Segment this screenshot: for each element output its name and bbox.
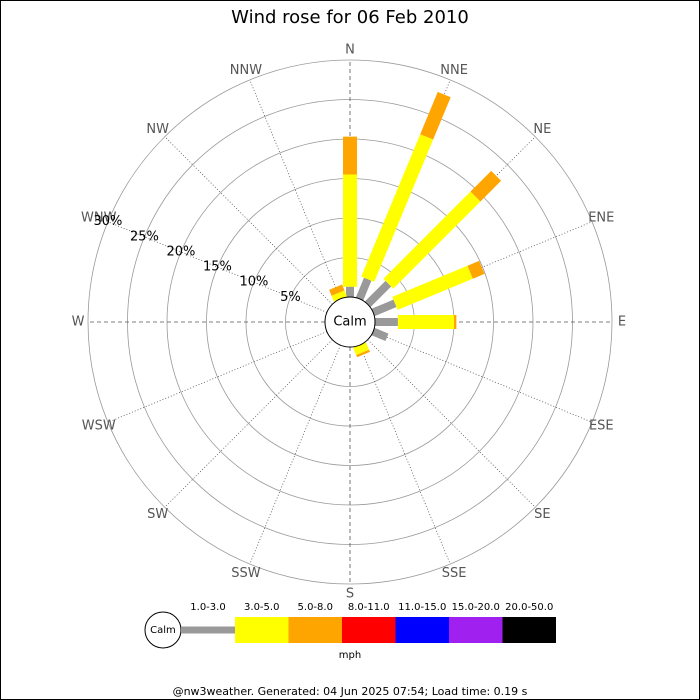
r-tick-label: 20% <box>166 244 195 259</box>
direction-label: ENE <box>588 210 614 225</box>
legend-swatch <box>502 617 556 643</box>
segment <box>371 327 389 342</box>
segment <box>361 134 434 282</box>
direction-label: S <box>346 587 354 602</box>
segment <box>329 284 345 296</box>
segment <box>470 170 502 202</box>
spoke <box>367 339 536 508</box>
segment <box>383 191 481 289</box>
direction-label: NE <box>533 122 551 137</box>
legend-label: 20.0-50.0 <box>505 602 553 613</box>
spoke <box>249 344 341 565</box>
legend-label: 3.0-5.0 <box>244 602 279 613</box>
calm-label: Calm <box>333 315 366 330</box>
direction-label: ESE <box>589 419 614 434</box>
legend-swatch <box>235 617 289 643</box>
legend-calm-label: Calm <box>150 625 176 636</box>
spoke <box>164 339 333 508</box>
segment <box>353 342 370 356</box>
direction-label: N <box>345 43 355 58</box>
direction-label: SW <box>147 507 168 522</box>
direction-label: NW <box>146 122 169 137</box>
legend-label: 5.0-8.0 <box>298 602 333 613</box>
legend-label: 8.0-11.0 <box>348 602 390 613</box>
legend-swatch <box>395 617 449 643</box>
r-tick-label: 15% <box>203 260 232 275</box>
direction-label: WNW <box>81 210 117 225</box>
legend-label: 11.0-15.0 <box>398 602 446 613</box>
segment <box>420 91 451 140</box>
calm-circle <box>324 296 376 348</box>
direction-label: NNW <box>230 63 262 78</box>
legend-swatch <box>449 617 503 643</box>
direction-label: SSE <box>442 566 467 581</box>
direction-label: E <box>618 315 626 330</box>
footer: @nw3weather. Generated: 04 Jun 2025 07:5… <box>173 685 528 698</box>
legend-label: 15.0-20.0 <box>452 602 500 613</box>
legend-swatch <box>288 617 342 643</box>
spoke <box>372 331 593 423</box>
r-tick-label: 30% <box>93 214 122 229</box>
segment <box>364 280 392 308</box>
r-tick-label: 5% <box>280 290 301 305</box>
spoke <box>107 221 328 313</box>
r-tick-label: 25% <box>130 229 159 244</box>
legend-label: 1.0-3.0 <box>190 602 225 613</box>
direction-label: SE <box>534 507 550 522</box>
direction-label: SSW <box>231 566 261 581</box>
segment <box>392 265 473 310</box>
direction-label: WSW <box>82 419 116 434</box>
chart-title: Wind rose for 06 Feb 2010 <box>231 7 469 28</box>
spoke <box>359 344 451 565</box>
segment <box>356 349 370 358</box>
grid-ring <box>87 59 613 585</box>
unit-label: mph <box>339 650 361 661</box>
segment <box>355 277 372 301</box>
direction-label: NNE <box>440 63 468 78</box>
spoke <box>164 136 333 305</box>
segment <box>331 290 347 302</box>
spoke <box>107 331 328 423</box>
spoke <box>249 79 341 300</box>
segment <box>371 299 397 317</box>
r-tick-label: 10% <box>239 275 268 290</box>
segment <box>467 260 485 279</box>
legend-swatch <box>342 617 396 643</box>
direction-label: W <box>72 315 85 330</box>
